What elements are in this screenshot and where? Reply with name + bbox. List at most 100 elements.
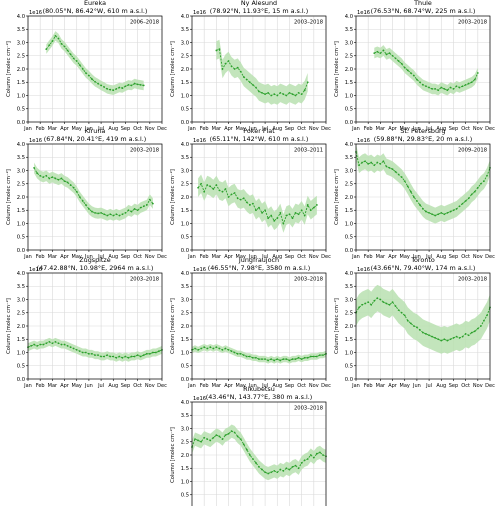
panel-rikubetsu: 0.00.51.01.52.02.53.03.54.0JanFebMarAprM… (170, 385, 331, 506)
y-tick-label: 1.5 (17, 208, 25, 214)
data-point (273, 470, 275, 472)
data-point (292, 217, 294, 219)
period-label: 2003–2018 (294, 277, 323, 283)
data-point (279, 92, 281, 94)
data-point (386, 303, 388, 305)
data-point (416, 326, 418, 328)
data-point (483, 180, 485, 182)
data-point (456, 85, 458, 87)
data-point (474, 330, 476, 332)
data-point (131, 211, 133, 213)
data-point (413, 325, 415, 327)
axis-multiplier: 1e16 (193, 10, 206, 16)
data-point (143, 85, 145, 87)
uncertainty-band (198, 175, 317, 233)
data-point (462, 336, 464, 338)
data-point (313, 457, 315, 459)
axis-multiplier: 1e16 (357, 267, 370, 273)
data-point (282, 93, 284, 95)
data-point (137, 209, 139, 211)
data-point (422, 332, 424, 334)
x-tick-label: Apr (60, 383, 70, 389)
x-tick-label: Feb (200, 383, 209, 389)
period-label: 2003–2011 (294, 148, 323, 154)
data-point (55, 35, 57, 37)
y-tick-label: 1.0 (181, 350, 189, 356)
data-point (79, 196, 81, 198)
y-axis-label: Column [molec cm⁻²] (334, 41, 340, 97)
data-point (149, 353, 151, 355)
data-point (255, 462, 257, 464)
x-tick-label: Nov (309, 254, 319, 260)
data-point (465, 200, 467, 202)
data-point (70, 54, 72, 56)
data-point (246, 449, 248, 451)
data-point (106, 88, 108, 90)
period-label: 2009–2018 (458, 148, 487, 154)
data-point (270, 95, 272, 97)
data-point (118, 87, 120, 89)
x-tick-label: Nov (145, 383, 155, 389)
data-point (106, 354, 108, 356)
y-tick-label: 0.0 (345, 120, 353, 126)
data-point (279, 469, 281, 471)
data-point (243, 197, 245, 199)
data-point (51, 176, 53, 178)
x-tick-label: Aug (436, 254, 446, 260)
data-point (203, 191, 205, 193)
y-tick-label: 3.0 (181, 426, 189, 432)
y-tick-label: 3.0 (181, 168, 189, 174)
data-point (200, 183, 202, 185)
axis-multiplier: 1e16 (193, 396, 206, 402)
data-point (70, 184, 72, 186)
data-point (140, 207, 142, 209)
data-point (246, 79, 248, 81)
x-tick-label: Sep (449, 126, 458, 132)
data-point (289, 360, 291, 362)
data-point (128, 209, 130, 211)
data-point (401, 63, 403, 65)
y-tick-label: 3.5 (181, 27, 189, 33)
x-tick-label: Feb (36, 383, 45, 389)
x-tick-label: Sep (449, 254, 458, 260)
data-point (103, 213, 105, 215)
data-point (42, 176, 44, 178)
y-tick-label: 3.5 (345, 155, 353, 161)
data-point (234, 352, 236, 354)
data-point (471, 332, 473, 334)
y-tick-label: 0.5 (17, 107, 25, 113)
data-point (231, 430, 233, 432)
data-point (425, 211, 427, 213)
data-point (261, 92, 263, 94)
data-point (45, 175, 47, 177)
data-point (440, 87, 442, 89)
data-point (255, 209, 257, 211)
data-point (286, 215, 288, 217)
data-point (36, 345, 38, 347)
data-point (152, 352, 154, 354)
data-point (310, 209, 312, 211)
y-tick-label: 4.0 (345, 142, 353, 148)
x-tick-label: Jul (97, 383, 104, 389)
data-point (270, 358, 272, 360)
data-point (313, 356, 315, 358)
data-point (94, 81, 96, 83)
data-point (70, 346, 72, 348)
x-tick-label: Feb (364, 126, 373, 132)
data-point (468, 83, 470, 85)
data-point (443, 88, 445, 90)
x-tick-label: Feb (36, 254, 45, 260)
data-point (364, 303, 366, 305)
data-point (298, 467, 300, 469)
period-label: 2003–2018 (130, 277, 159, 283)
data-point (392, 168, 394, 170)
data-point (437, 213, 439, 215)
x-tick-label: Apr (224, 126, 234, 132)
x-tick-label: Oct (297, 254, 306, 260)
data-point (149, 199, 151, 201)
data-point (264, 93, 266, 95)
data-point (416, 200, 418, 202)
y-tick-label: 4.0 (181, 14, 189, 20)
data-point (434, 215, 436, 217)
